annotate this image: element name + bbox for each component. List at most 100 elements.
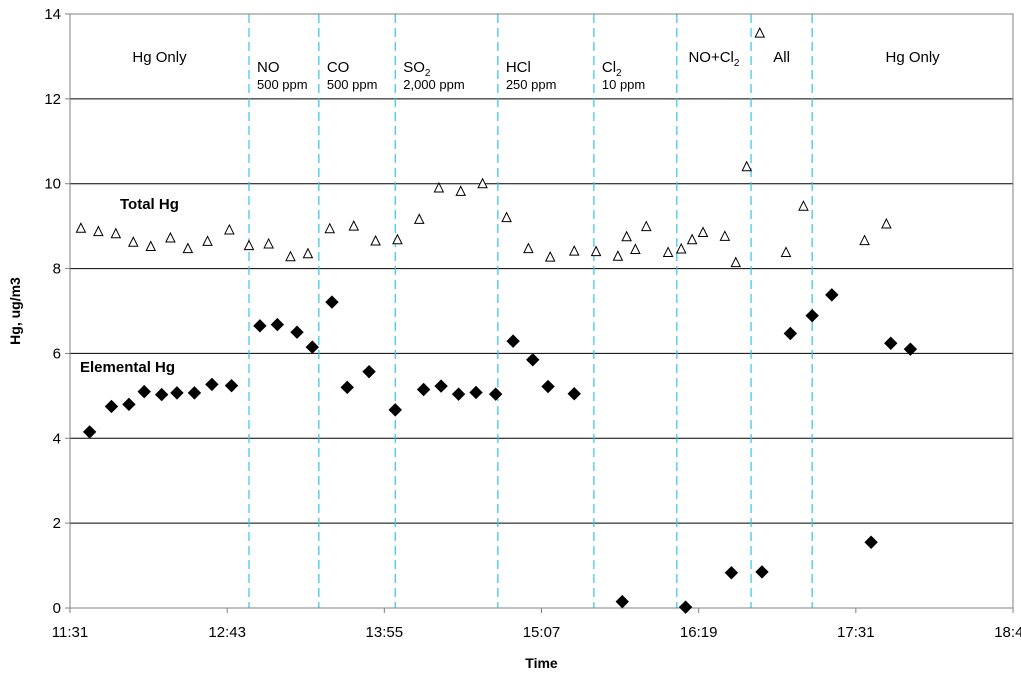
plot-area-frame (69, 13, 1014, 609)
phase-name: CO (327, 59, 350, 76)
data-point-total-hg (640, 220, 652, 232)
phase-boundary-lines (248, 14, 813, 608)
data-point-elemental-hg (362, 364, 376, 379)
data-point-total-hg (348, 220, 360, 231)
x-axis-title: Time (525, 655, 558, 671)
data-point-total-hg (324, 222, 336, 234)
phase-label: Hg Only (132, 49, 187, 66)
data-point-elemental-hg (137, 384, 151, 399)
phase-name: Hg Only (885, 49, 940, 66)
data-point-elemental-hg (755, 565, 769, 579)
data-point-elemental-hg (290, 325, 304, 339)
data-point-elemental-hg (724, 566, 739, 580)
data-point-total-hg (621, 230, 632, 242)
phase-name: NO (257, 59, 280, 76)
data-point-total-hg (568, 245, 580, 256)
data-point-elemental-hg (506, 334, 520, 348)
phase-concentration: 500 ppm (327, 77, 378, 92)
data-point-elemental-hg (270, 317, 285, 332)
data-point-total-hg (523, 242, 534, 254)
phase-concentration: 10 ppm (602, 77, 645, 92)
data-point-total-hg (433, 181, 445, 193)
phase-name: NO+Cl (688, 49, 733, 66)
series-label-total-hg: Total Hg (120, 196, 179, 213)
data-point-total-hg (798, 200, 809, 211)
data-point-elemental-hg (82, 425, 97, 439)
data-point-total-hg (243, 239, 255, 251)
data-point-elemental-hg (526, 353, 540, 367)
phase-name: SO (403, 59, 425, 76)
phase-label: Hg Only (885, 49, 940, 66)
data-point-total-hg (501, 211, 512, 223)
data-point-elemental-hg (567, 387, 581, 401)
data-point-elemental-hg (224, 378, 239, 393)
phase-label: All (773, 49, 790, 66)
phase-concentration: 2,000 ppm (403, 77, 464, 92)
data-point-elemental-hg (170, 386, 184, 400)
data-point-elemental-hg (678, 600, 693, 614)
data-point-elemental-hg (469, 385, 483, 400)
data-point-elemental-hg (416, 382, 431, 397)
data-point-total-hg (263, 237, 274, 249)
data-point-total-hg (145, 240, 157, 252)
y-tick-label: 2 (53, 515, 61, 532)
phase-label: Cl2 (602, 59, 622, 79)
data-point-total-hg (202, 235, 213, 246)
phase-name: HCl (506, 59, 531, 76)
y-tick-label: 0 (53, 600, 61, 617)
data-point-elemental-hg (783, 326, 798, 341)
data-point-total-hg (455, 185, 467, 196)
data-point-total-hg (544, 250, 556, 262)
data-point-total-hg (719, 230, 731, 241)
data-point-total-hg (392, 233, 403, 245)
gridlines (70, 98, 1013, 524)
data-point-elemental-hg (451, 387, 466, 401)
data-point-total-hg (75, 222, 87, 233)
x-tick-label: 11:31 (52, 624, 88, 641)
data-point-total-hg (859, 234, 870, 246)
y-axis: 0 2 4 6 8 10 12 14 (44, 6, 70, 617)
data-point-total-hg (630, 243, 641, 254)
data-point-total-hg (110, 227, 122, 239)
x-axis: 11:31 12:43 13:55 15:07 16:19 17:31 18:43 (52, 608, 1021, 641)
data-point-elemental-hg (154, 387, 169, 402)
data-point-total-hg (165, 231, 176, 243)
data-point-elemental-hg (434, 379, 448, 393)
x-tick-label: 13:55 (366, 624, 404, 641)
data-point-elemental-hg (305, 340, 320, 354)
y-tick-label: 12 (44, 91, 61, 108)
phase-concentration: 500 ppm (257, 77, 308, 92)
x-tick-label: 12:43 (208, 624, 246, 641)
data-point-total-hg (127, 236, 139, 247)
phase-label: SO2 (403, 59, 431, 79)
y-tick-label: 10 (44, 176, 61, 193)
x-tick-label: 15:07 (523, 624, 561, 641)
data-point-total-hg (754, 26, 766, 38)
phase-name-subscript: 2 (425, 68, 431, 79)
data-point-total-hg (730, 256, 742, 268)
data-point-elemental-hg (104, 399, 119, 414)
phase-label: HCl (506, 59, 531, 76)
y-tick-label: 4 (53, 430, 61, 447)
x-tick-label: 17:31 (837, 624, 875, 641)
data-point-total-hg (93, 225, 104, 237)
phase-name-subscript: 2 (734, 58, 740, 69)
phase-name: All (773, 49, 790, 66)
data-point-total-hg (477, 177, 488, 189)
data-point-total-hg (881, 217, 892, 229)
data-point-total-hg (697, 226, 709, 238)
data-point-total-hg (675, 242, 687, 254)
phase-concentration: 250 ppm (506, 77, 557, 92)
data-point-elemental-hg (615, 594, 629, 609)
data-point-elemental-hg (187, 386, 202, 400)
data-point-total-hg (182, 242, 194, 254)
series-total-hg (75, 26, 892, 268)
data-point-elemental-hg (864, 535, 878, 549)
data-point-elemental-hg (903, 342, 918, 356)
data-point-total-hg (224, 223, 235, 235)
x-tick-label: 18:43 (994, 624, 1021, 641)
data-point-total-hg (662, 246, 674, 257)
y-axis-title: Hg, ug/m3 (7, 277, 23, 345)
